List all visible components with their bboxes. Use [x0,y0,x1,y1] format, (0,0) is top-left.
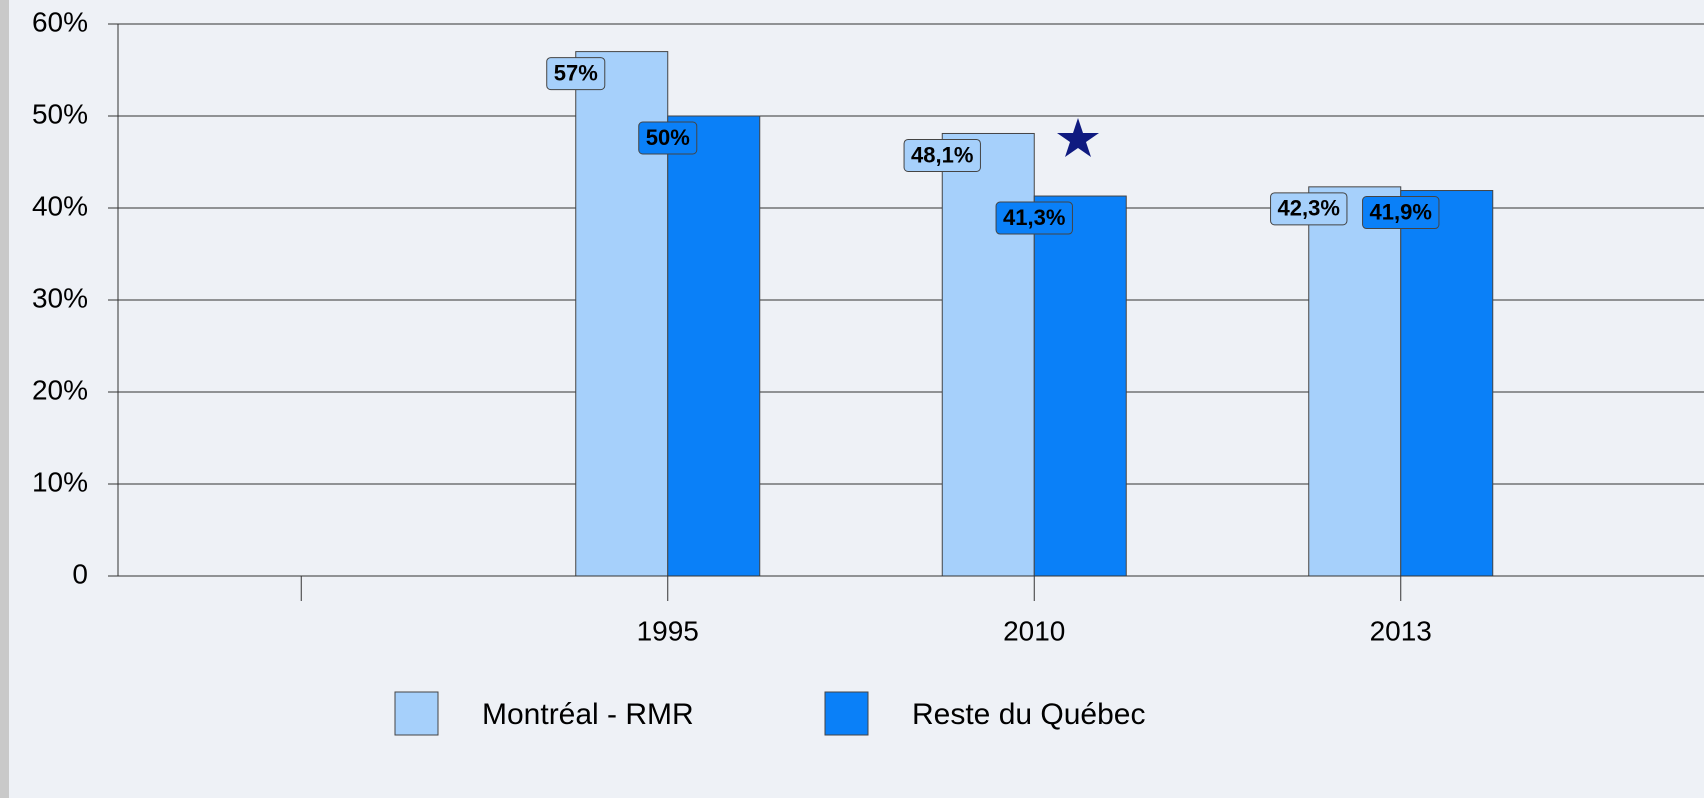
value-label-box [638,121,698,155]
y-tick-label: 30% [32,282,88,313]
value-label-box [1362,196,1440,230]
legend-label: Montréal - RMR [482,698,694,731]
y-tick-label: 0 [72,558,88,589]
y-tick-label: 10% [32,466,88,497]
bar [1400,190,1494,577]
bar [1308,186,1402,577]
value-label: 48,1% [911,142,973,167]
y-tick-label: 50% [32,98,88,129]
value-label: 41,3% [1003,205,1065,230]
bar [1033,195,1127,577]
y-tick-label: 40% [32,190,88,221]
value-label: 42,3% [1278,196,1340,221]
legend-label: Reste du Québec [912,698,1145,731]
left-edge [0,0,9,798]
value-label-box [546,57,606,91]
bar [941,132,1035,577]
value-label: 57% [554,60,598,85]
x-tick-label: 2013 [1370,615,1432,646]
legend-swatch [824,691,869,736]
value-label-box [1270,192,1348,226]
y-tick-label: 60% [32,6,88,37]
legend-swatch [394,691,439,736]
star-annotation [1057,118,1099,157]
value-label: 41,9% [1370,199,1432,224]
x-tick-label: 2010 [1003,615,1065,646]
y-tick-label: 20% [32,374,88,405]
x-tick-label: 1995 [637,615,699,646]
value-label-box [995,201,1073,235]
value-label: 50% [646,125,690,150]
bar [667,115,761,577]
value-label-box [903,138,981,172]
